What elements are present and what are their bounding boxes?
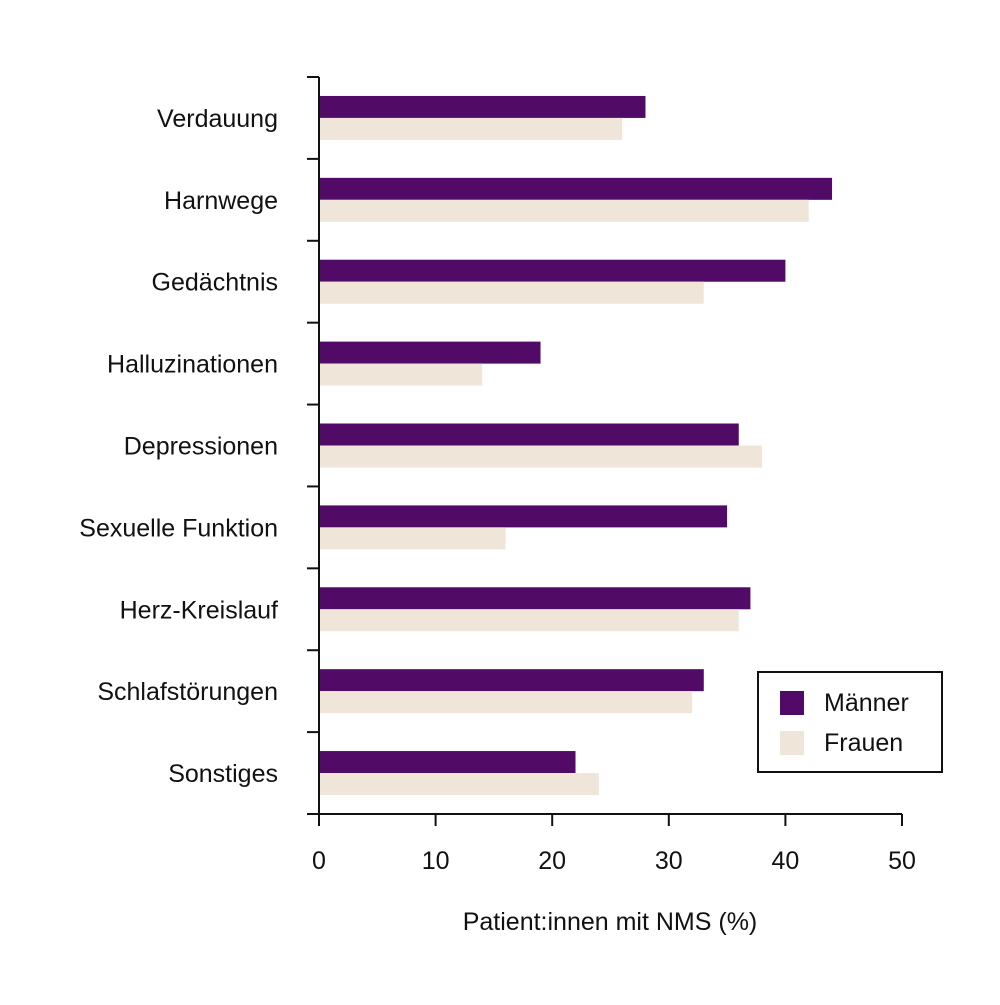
bar-frauen [319, 363, 483, 386]
category-label: Gedächtnis [152, 269, 278, 297]
bar-frauen [319, 691, 693, 714]
bar-maenner [319, 751, 576, 774]
y-axis: Verdauung Harnwege Gedächtnis Halluzination… [79, 76, 320, 815]
bar-maenner [319, 259, 786, 282]
legend-label: Frauen [824, 729, 903, 757]
x-tick-label: 50 [888, 847, 916, 875]
bar-maenner [319, 505, 728, 528]
category-label: Harnwege [164, 187, 278, 215]
category-label: Depressionen [124, 433, 278, 461]
bar-frauen [319, 199, 809, 222]
x-tick-label: 40 [771, 847, 799, 875]
legend: Männer Frauen [757, 671, 943, 773]
bar-frauen [319, 281, 704, 304]
bars-group [319, 95, 833, 796]
bar-maenner [319, 95, 646, 118]
x-axis: 0 10 20 30 40 50 [312, 813, 916, 875]
x-tick-label: 20 [538, 847, 566, 875]
bar-frauen [319, 773, 599, 796]
x-tick-label: 0 [312, 847, 326, 875]
bar-maenner [319, 587, 751, 610]
bar-frauen [319, 117, 623, 140]
category-label: Sonstiges [168, 760, 278, 788]
bar-frauen [319, 527, 506, 550]
legend-box [757, 671, 943, 773]
bar-maenner [319, 341, 541, 364]
x-axis-title: Patient:innen mit NMS (%) [463, 908, 758, 936]
legend-swatch [780, 691, 804, 715]
legend-label: Männer [824, 689, 909, 717]
category-label: Sexuelle Funktion [79, 514, 278, 542]
category-label: Herz-Kreislauf [120, 596, 278, 624]
category-label: Verdauung [157, 105, 278, 133]
bar-maenner [319, 423, 739, 446]
x-tick-label: 10 [422, 847, 450, 875]
x-tick-label: 30 [655, 847, 683, 875]
category-label: Halluzinationen [107, 351, 278, 379]
bar-frauen [319, 609, 739, 632]
legend-swatch [780, 731, 804, 755]
category-label: Schlafstörungen [97, 678, 278, 706]
bar-maenner [319, 177, 833, 200]
bar-frauen [319, 445, 763, 468]
bar-maenner [319, 669, 704, 692]
